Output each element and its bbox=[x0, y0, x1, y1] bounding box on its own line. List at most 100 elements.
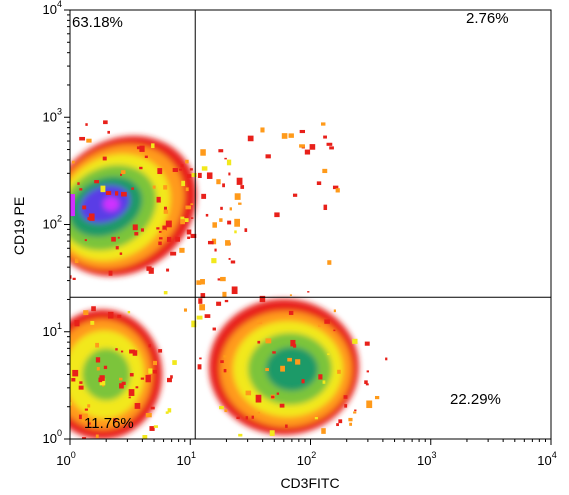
event-speck bbox=[165, 411, 169, 414]
event-speck bbox=[323, 204, 328, 211]
event-speck bbox=[158, 237, 163, 240]
event-speck bbox=[71, 378, 76, 382]
event-speck bbox=[82, 437, 87, 439]
event-speck bbox=[338, 419, 343, 424]
event-speck bbox=[79, 381, 83, 384]
event-speck bbox=[88, 213, 95, 221]
event-speck bbox=[217, 278, 221, 281]
event-speck bbox=[153, 360, 157, 366]
event-speck bbox=[185, 159, 189, 164]
event-speck bbox=[231, 286, 238, 295]
event-speck bbox=[211, 258, 217, 264]
event-speck bbox=[197, 172, 202, 178]
event-speck bbox=[167, 236, 172, 242]
event-speck bbox=[322, 168, 328, 174]
x-tick-label: 100 bbox=[56, 450, 75, 468]
event-speck bbox=[120, 173, 123, 176]
event-speck bbox=[98, 377, 103, 383]
event-speck bbox=[148, 267, 154, 274]
event-speck bbox=[228, 257, 231, 260]
quadrant-label-upper-left: 63.18% bbox=[72, 14, 123, 31]
event-speck bbox=[35, 189, 40, 193]
event-speck bbox=[333, 329, 336, 332]
event-speck bbox=[40, 208, 43, 211]
event-speck bbox=[224, 157, 227, 160]
event-speck bbox=[103, 120, 108, 125]
event-speck bbox=[170, 251, 177, 256]
event-speck bbox=[244, 228, 248, 232]
event-speck bbox=[77, 182, 80, 185]
event-speck bbox=[145, 413, 152, 418]
event-speck bbox=[87, 446, 89, 448]
event-speck bbox=[316, 181, 322, 185]
event-speck bbox=[299, 144, 305, 148]
event-speck bbox=[149, 426, 155, 431]
event-speck bbox=[324, 319, 330, 324]
event-speck bbox=[163, 209, 169, 214]
event-speck bbox=[200, 279, 205, 285]
event-speck bbox=[292, 193, 298, 197]
event-speck bbox=[185, 187, 189, 192]
quadrant-label-lower-right: 22.29% bbox=[450, 391, 501, 408]
event-speck bbox=[91, 306, 96, 312]
event-speck bbox=[201, 166, 208, 171]
event-speck bbox=[219, 218, 223, 222]
event-speck bbox=[132, 224, 138, 231]
event-speck bbox=[222, 291, 227, 297]
event-speck bbox=[102, 156, 107, 161]
event-speck bbox=[86, 138, 92, 143]
event-speck bbox=[72, 277, 76, 281]
event-speck bbox=[127, 310, 131, 314]
event-speck bbox=[327, 353, 330, 356]
event-speck bbox=[95, 357, 101, 363]
event-speck bbox=[348, 417, 353, 422]
event-speck bbox=[180, 216, 185, 220]
event-speck bbox=[234, 193, 241, 200]
event-speck bbox=[322, 380, 326, 384]
event-speck bbox=[83, 310, 89, 316]
y-tick-label: 103 bbox=[43, 106, 62, 124]
event-speck bbox=[101, 335, 108, 343]
x-tick-label: 101 bbox=[177, 450, 196, 468]
event-speck bbox=[120, 350, 124, 353]
event-speck bbox=[199, 304, 206, 311]
event-speck bbox=[64, 271, 67, 273]
event-speck bbox=[129, 373, 134, 377]
event-speck bbox=[121, 381, 126, 385]
event-speck bbox=[318, 324, 321, 327]
event-speck bbox=[337, 369, 341, 374]
event-speck bbox=[103, 365, 108, 370]
event-speck bbox=[265, 368, 269, 372]
event-speck bbox=[366, 370, 369, 373]
event-speck bbox=[201, 193, 207, 199]
event-speck bbox=[148, 344, 151, 348]
event-speck bbox=[320, 122, 326, 126]
event-speck bbox=[222, 183, 225, 188]
event-speck bbox=[255, 394, 262, 403]
density-population bbox=[208, 298, 359, 435]
event-speck bbox=[229, 207, 232, 211]
event-speck bbox=[271, 395, 275, 399]
event-speck bbox=[259, 295, 266, 303]
event-speck bbox=[344, 404, 348, 408]
event-speck bbox=[41, 164, 47, 169]
event-speck bbox=[90, 320, 95, 325]
event-speck bbox=[72, 369, 79, 377]
event-speck bbox=[100, 185, 106, 193]
event-speck bbox=[234, 230, 237, 234]
event-speck bbox=[365, 383, 369, 386]
event-speck bbox=[156, 196, 161, 203]
event-speck bbox=[321, 428, 326, 434]
event-speck bbox=[220, 206, 223, 210]
event-speck bbox=[234, 218, 241, 227]
event-speck bbox=[318, 374, 323, 380]
event-speck bbox=[197, 364, 202, 370]
event-speck bbox=[186, 229, 192, 235]
event-speck bbox=[166, 268, 170, 272]
event-speck bbox=[238, 202, 242, 205]
event-speck bbox=[111, 236, 116, 242]
y-tick-label: 100 bbox=[43, 428, 62, 446]
event-speck bbox=[135, 386, 139, 389]
event-speck bbox=[225, 240, 231, 246]
event-speck bbox=[349, 422, 353, 426]
